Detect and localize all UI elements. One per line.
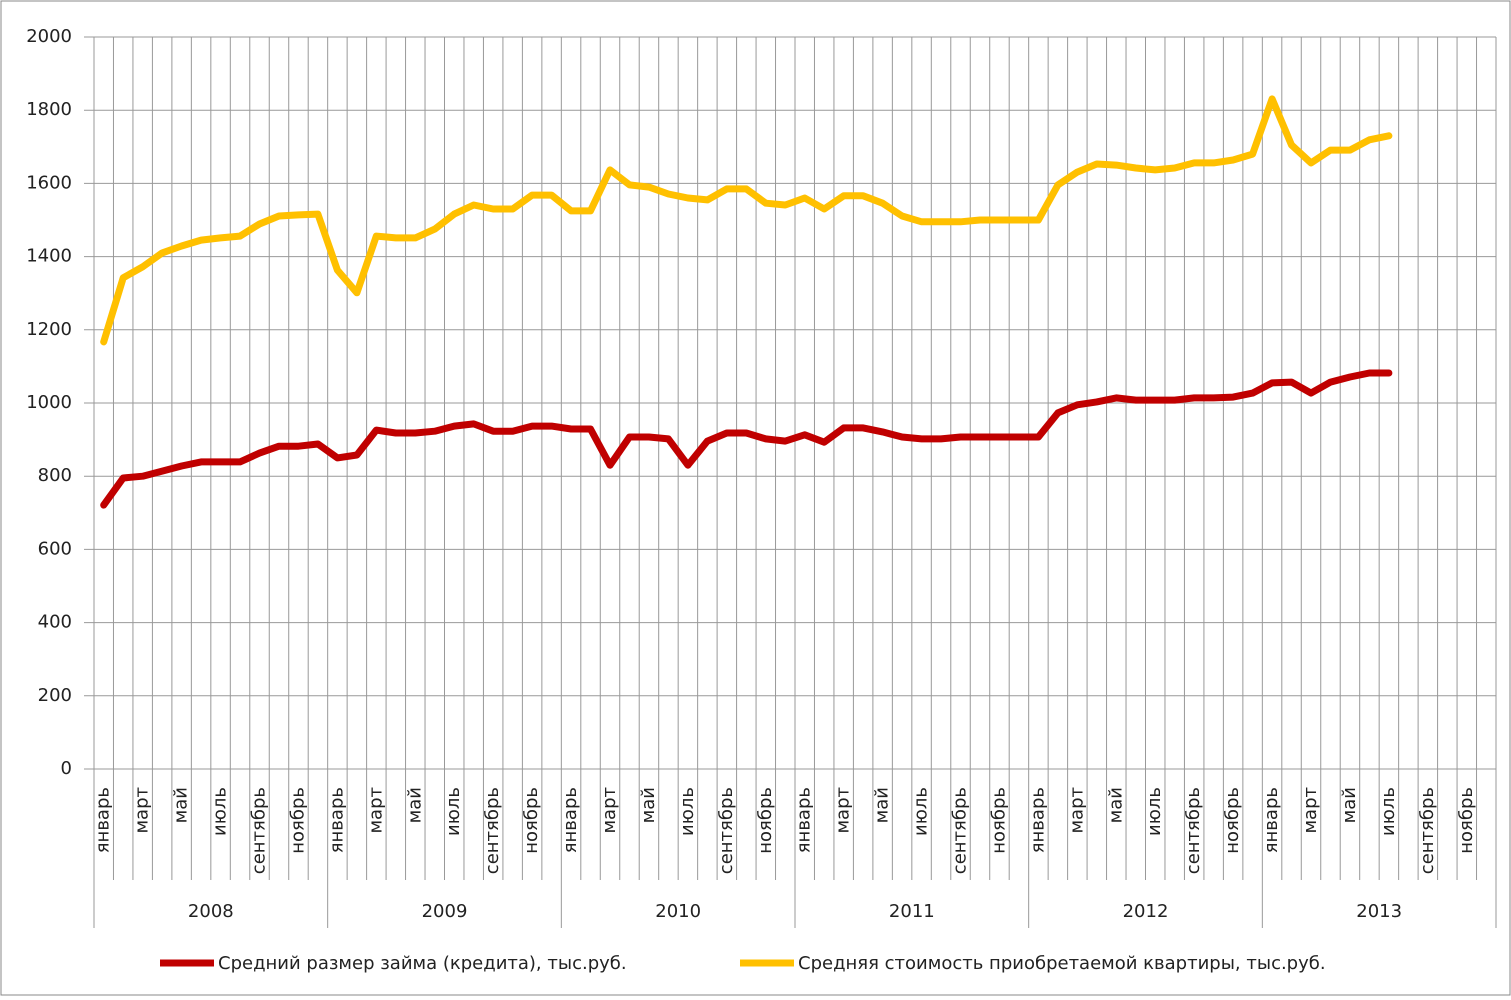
x-tick-label: март xyxy=(1300,787,1321,834)
x-tick-label: март xyxy=(132,787,153,834)
legend-label: Средний размер займа (кредита), тыс.руб. xyxy=(218,953,627,974)
x-tick-label: март xyxy=(599,787,620,834)
group-label: 2010 xyxy=(655,901,701,922)
x-tick-label: сентябрь xyxy=(249,787,270,874)
x-tick-label: январь xyxy=(1261,787,1282,853)
x-tick-label: ноябрь xyxy=(988,787,1009,854)
y-tick-label: 2000 xyxy=(26,26,72,47)
x-tick-label: июль xyxy=(1378,787,1399,836)
x-tick-label: июль xyxy=(677,787,698,836)
x-tick-label: сентябрь xyxy=(1417,787,1438,874)
x-tick-label: январь xyxy=(560,787,581,853)
x-tick-label: март xyxy=(1066,787,1087,834)
x-tick-label: май xyxy=(638,787,659,823)
x-tick-label: июль xyxy=(443,787,464,836)
x-tick-label: март xyxy=(833,787,854,834)
x-tick-label: июль xyxy=(911,787,932,836)
y-tick-label: 800 xyxy=(38,465,72,486)
x-tick-label: май xyxy=(404,787,425,823)
x-tick-label: март xyxy=(365,787,386,834)
x-tick-label: ноябрь xyxy=(521,787,542,854)
x-tick-label: ноябрь xyxy=(1222,787,1243,854)
x-tick-label: сентябрь xyxy=(1183,787,1204,874)
y-tick-label: 0 xyxy=(61,758,72,779)
x-tick-label: май xyxy=(872,787,893,823)
x-tick-label: сентябрь xyxy=(950,787,971,874)
x-tick-label: январь xyxy=(794,787,815,853)
group-label: 2011 xyxy=(889,901,935,922)
series-line xyxy=(100,95,1393,346)
x-tick-label: июль xyxy=(210,787,231,836)
x-tick-label: ноябрь xyxy=(755,787,776,854)
y-tick-label: 600 xyxy=(38,538,72,559)
legend-label: Средняя стоимость приобретаемой квартиры… xyxy=(798,953,1326,974)
group-label: 2008 xyxy=(188,901,234,922)
y-tick-label: 1600 xyxy=(26,172,72,193)
x-tick-label: январь xyxy=(326,787,347,853)
group-label: 2009 xyxy=(422,901,468,922)
x-tick-label: май xyxy=(1105,787,1126,823)
y-tick-label: 1800 xyxy=(26,99,72,120)
y-tick-label: 1200 xyxy=(26,319,72,340)
x-tick-label: ноябрь xyxy=(1456,787,1477,854)
y-tick-label: 200 xyxy=(38,685,72,706)
y-tick-label: 1000 xyxy=(26,392,72,413)
x-tick-label: май xyxy=(171,787,192,823)
x-tick-label: июль xyxy=(1144,787,1165,836)
series-line xyxy=(100,369,1393,509)
x-tick-label: май xyxy=(1339,787,1360,823)
x-tick-label: ноябрь xyxy=(287,787,308,854)
y-tick-label: 400 xyxy=(38,612,72,633)
x-tick-label: сентябрь xyxy=(716,787,737,874)
y-tick-label: 1400 xyxy=(26,246,72,267)
x-tick-label: сентябрь xyxy=(482,787,503,874)
x-tick-label: январь xyxy=(93,787,114,853)
group-label: 2013 xyxy=(1356,901,1402,922)
x-tick-label: январь xyxy=(1027,787,1048,853)
group-label: 2012 xyxy=(1123,901,1169,922)
